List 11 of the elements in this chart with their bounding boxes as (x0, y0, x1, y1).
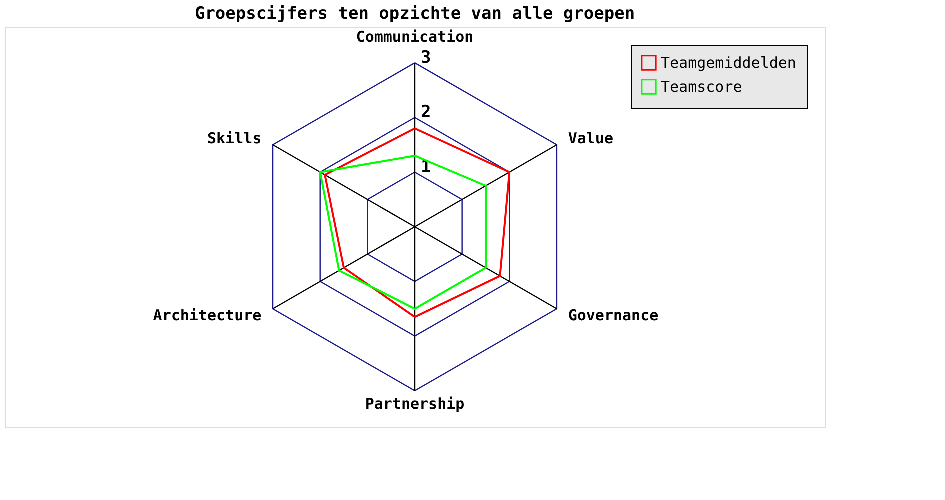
spoke-label: Value (568, 129, 614, 148)
spoke-label: Skills (207, 129, 262, 148)
legend-label: Teamgemiddelden (661, 54, 796, 72)
y-tick-label: 3 (421, 48, 432, 68)
chart-title: Groepscijfers ten opzichte van alle groepen (194, 4, 636, 24)
spoke-label: Communication (356, 28, 474, 46)
spoke-label: Architecture (153, 306, 262, 325)
y-tick-label: 2 (421, 102, 432, 123)
spoke-label: Partnership (365, 395, 465, 414)
spoke-label: Governance (568, 306, 659, 325)
legend-label: Teamscore (661, 78, 742, 96)
